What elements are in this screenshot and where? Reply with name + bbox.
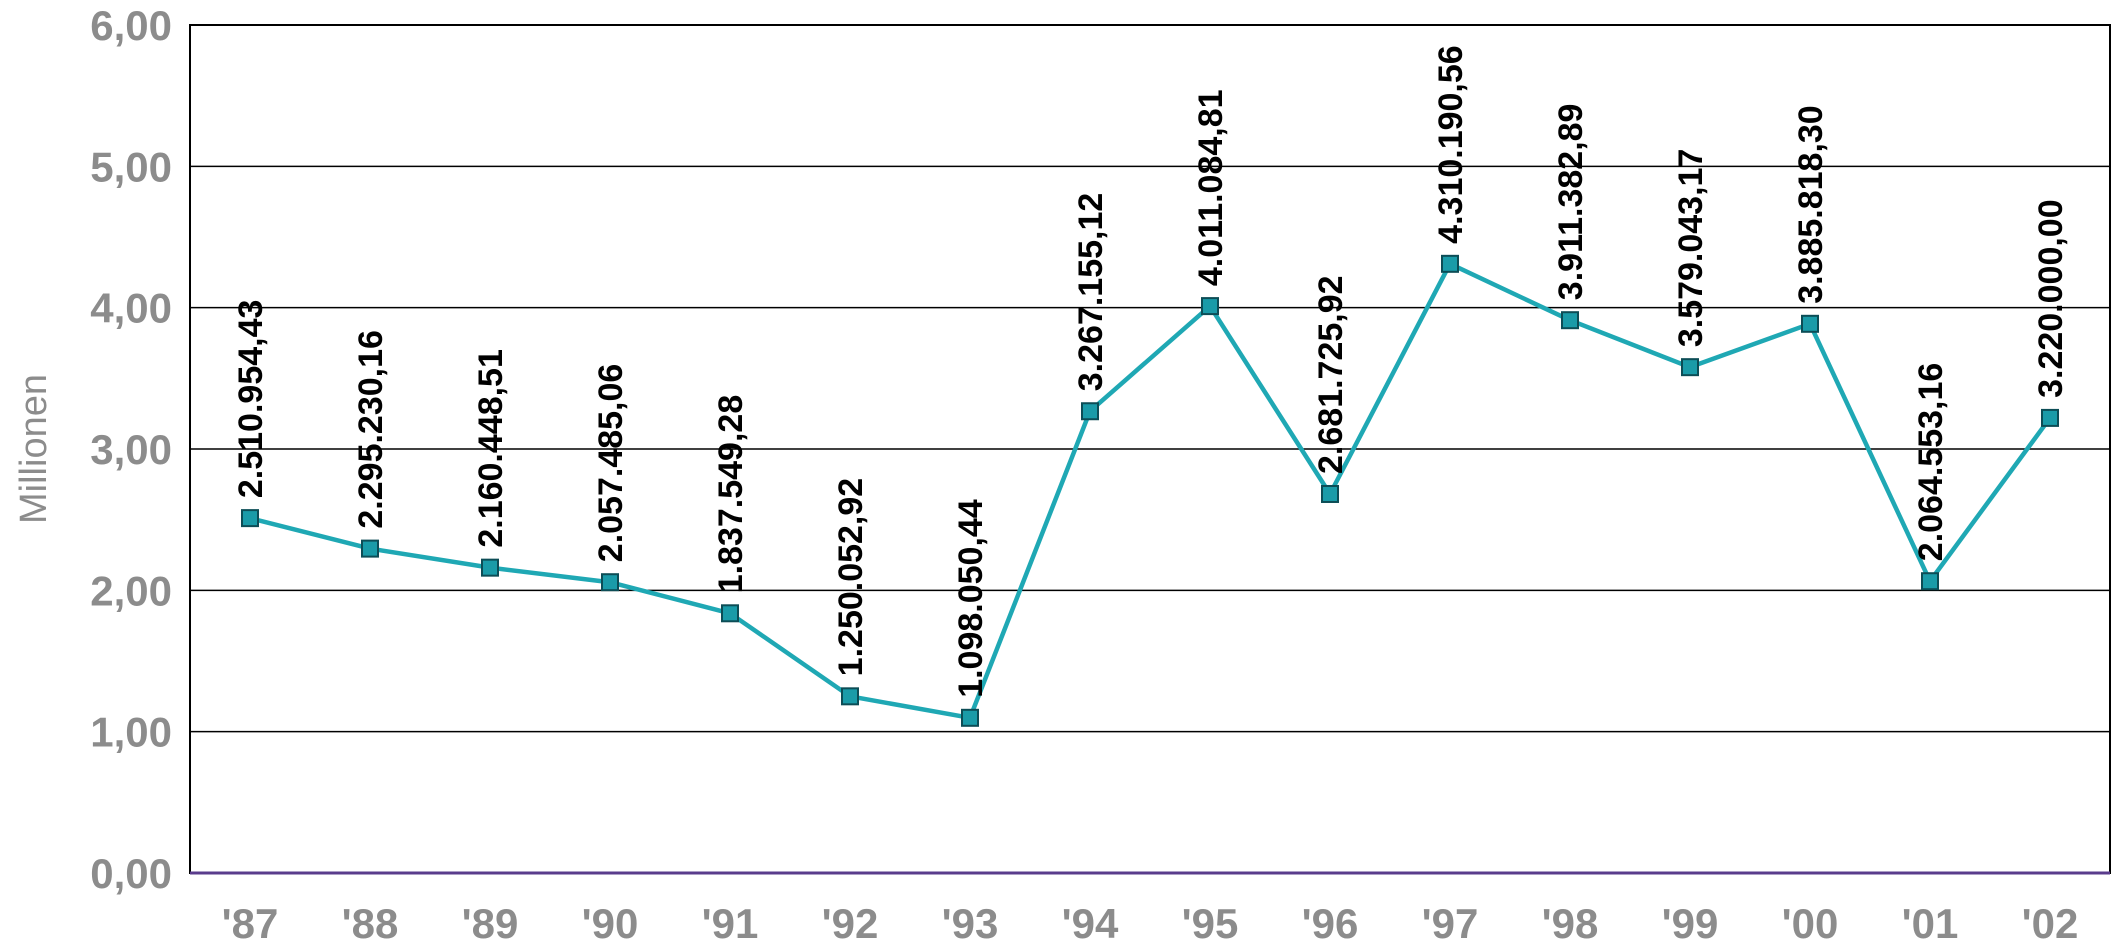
data-point: [361, 539, 379, 558]
x-tick-label: '97: [1422, 900, 1479, 945]
x-tick-label: '99: [1662, 900, 1719, 945]
y-tick-label: 2,00: [90, 567, 172, 614]
data-label: 1.837.549,28: [712, 395, 750, 594]
x-tick-label: '91: [702, 900, 759, 945]
data-label: 3.220.000,00: [2032, 199, 2070, 398]
data-label: 1.098.050,44: [952, 499, 990, 698]
y-axis-label: Millionen: [13, 374, 55, 524]
data-point: [841, 687, 859, 706]
data-label: 3.579.043,17: [1672, 149, 1710, 348]
data-label: 2.681.725,92: [1312, 275, 1350, 474]
data-label: 4.310.190,56: [1432, 45, 1470, 244]
x-tick-label: '89: [462, 900, 519, 945]
data-point: [721, 604, 739, 623]
data-point: [241, 509, 259, 528]
data-point: [1801, 314, 1819, 333]
y-tick-label: 0,00: [90, 850, 172, 897]
data-label: 2.064.553,16: [1912, 363, 1950, 562]
y-axis-ticks: 0,00 1,00 2,00 3,00 4,00 5,00 6,00: [90, 2, 172, 897]
series: 2.510.954,43 2.295.230,16 2.160.448,51 2.05…: [232, 45, 2070, 727]
x-tick-label: '98: [1542, 900, 1599, 945]
y-tick-label: 1,00: [90, 709, 172, 756]
x-tick-label: '01: [1902, 900, 1959, 945]
data-point: [2041, 408, 2059, 427]
data-label: 2.295.230,16: [352, 330, 390, 529]
data-point: [1321, 484, 1339, 503]
data-label: 3.267.155,12: [1072, 193, 1110, 392]
x-tick-label: '02: [2022, 900, 2079, 945]
data-label: 4.011.084,81: [1192, 89, 1230, 286]
data-point: [961, 708, 979, 727]
data-point: [1561, 311, 1579, 330]
data-point: [481, 558, 499, 577]
data-point: [1081, 402, 1099, 421]
data-label: 2.057.485,06: [592, 364, 630, 563]
x-tick-label: '93: [942, 900, 999, 945]
x-tick-label: '94: [1062, 900, 1119, 945]
y-tick-label: 6,00: [90, 2, 172, 49]
data-label: 3.885.818,30: [1792, 105, 1830, 304]
x-tick-label: '96: [1302, 900, 1359, 945]
x-tick-label: '95: [1182, 900, 1239, 945]
data-point: [1201, 297, 1219, 316]
x-tick-label: '90: [582, 900, 639, 945]
data-label: 2.160.448,51: [472, 349, 510, 548]
data-label: 1.250.052,92: [832, 478, 870, 677]
gridlines: [190, 165, 2110, 733]
series-line: [249, 261, 2052, 721]
x-tick-label: '87: [222, 900, 279, 945]
data-point: [1921, 572, 1939, 591]
x-tick-label: '92: [822, 900, 879, 945]
x-tick-label: '88: [342, 900, 399, 945]
y-tick-label: 4,00: [90, 285, 172, 332]
y-tick-label: 3,00: [90, 426, 172, 473]
data-label: 3.911.382,89: [1552, 104, 1590, 301]
x-axis-ticks: '87 '88 '89 '90 '91 '92 '93 '94 '95 '96 '97 '98 '99 '…: [222, 900, 2079, 945]
data-label: 2.510.954,43: [232, 300, 270, 499]
data-point: [1681, 358, 1699, 377]
x-tick-label: '00: [1782, 900, 1839, 945]
data-point: [1441, 254, 1459, 273]
y-tick-label: 5,00: [90, 143, 172, 190]
data-point: [601, 573, 619, 592]
